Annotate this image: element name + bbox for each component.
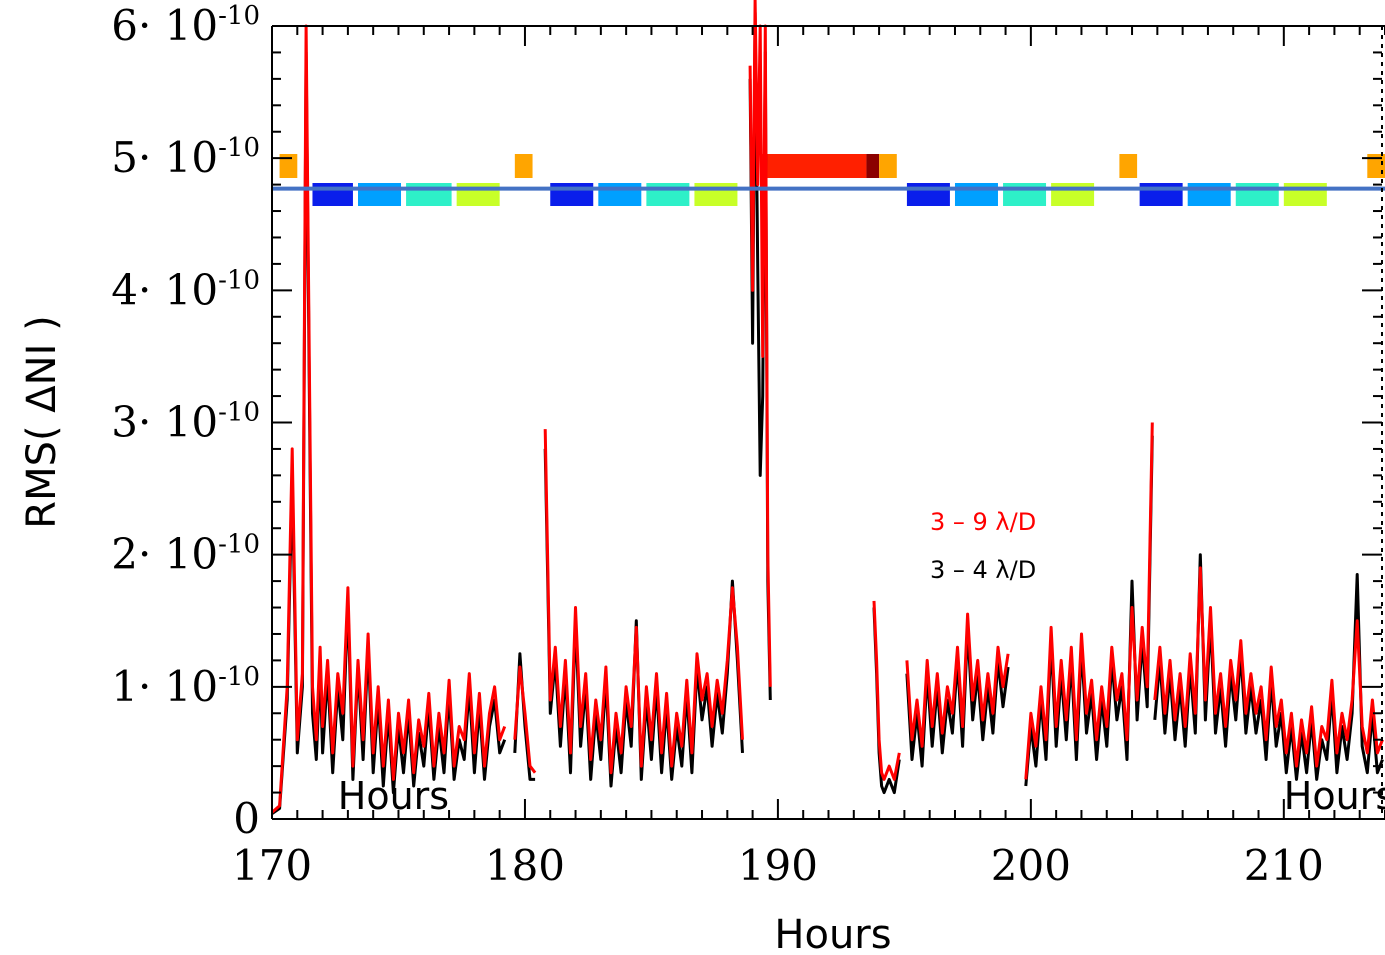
y-tick-label: 4· 10-10 xyxy=(111,265,260,314)
series-line-3-9 xyxy=(872,600,901,781)
y-tick-label: 3· 10-10 xyxy=(111,398,260,447)
annotation-bar xyxy=(550,183,594,206)
x-tick-label: 170 xyxy=(232,841,312,890)
series-line-3-9 xyxy=(905,612,1010,748)
y-tick-label: 1· 10-10 xyxy=(111,662,260,711)
y-axis-title: RMS( ΔNI ) xyxy=(19,315,65,528)
series-line-3-9 xyxy=(1153,566,1384,768)
series-line-3-9 xyxy=(543,429,744,775)
annotation-bar xyxy=(760,154,867,178)
series-line-3-9 xyxy=(1024,422,1154,780)
series-line-3-9 xyxy=(513,665,537,774)
annotation-bar xyxy=(879,154,897,178)
annotation-bar xyxy=(1139,183,1183,206)
annotation-bar xyxy=(694,183,738,206)
annotation-bar xyxy=(358,183,402,206)
in-plot-hours-label: Hours xyxy=(1284,774,1385,818)
in-plot-labels: Hours Hours xyxy=(338,774,1385,818)
annotation-bar xyxy=(1187,183,1231,206)
legend-entry: 3 – 4 λ/D xyxy=(930,556,1036,584)
in-plot-hours-label: Hours xyxy=(338,774,449,818)
annotation-bar xyxy=(866,154,880,178)
x-tick-label: 190 xyxy=(738,841,818,890)
y-tick-label: 5· 10-10 xyxy=(111,133,260,182)
x-tick-label: 200 xyxy=(991,841,1071,890)
annotation-bar xyxy=(1051,183,1095,206)
x-axis-title: Hours xyxy=(774,912,891,955)
annotation-bar xyxy=(1235,183,1279,206)
legend: 3 – 9 λ/D 3 – 4 λ/D xyxy=(930,508,1036,584)
series-lines xyxy=(271,0,1384,815)
axes xyxy=(271,25,1385,820)
annotation-bar xyxy=(646,183,690,206)
annotation-bar xyxy=(406,183,452,206)
x-tick-label: 180 xyxy=(485,841,565,890)
annotation-bar xyxy=(1003,183,1047,206)
annotation-bar xyxy=(598,183,642,206)
annotation-bar xyxy=(1119,154,1138,178)
series-line-3-9 xyxy=(271,24,507,814)
annotation-bar xyxy=(312,183,353,206)
annotation-bar xyxy=(456,183,500,206)
legend-entry: 3 – 9 λ/D xyxy=(930,508,1036,536)
annotation-bars xyxy=(279,154,1385,206)
annotation-bar xyxy=(1283,183,1327,206)
x-tick-label: 210 xyxy=(1244,841,1324,890)
annotation-bar xyxy=(1367,154,1385,178)
y-tick-label: 0 xyxy=(233,794,260,843)
annotation-bar xyxy=(514,154,533,178)
y-tick-label: 6· 10-10 xyxy=(111,1,260,50)
tick-labels: 170 180 190 200 210 0 1· 10-10 2· 10-10 3· 10-10… xyxy=(111,1,1324,890)
annotation-bar xyxy=(279,154,298,178)
annotation-bar xyxy=(954,183,998,206)
y-tick-label: 2· 10-10 xyxy=(111,530,260,579)
annotation-bar xyxy=(906,183,950,206)
